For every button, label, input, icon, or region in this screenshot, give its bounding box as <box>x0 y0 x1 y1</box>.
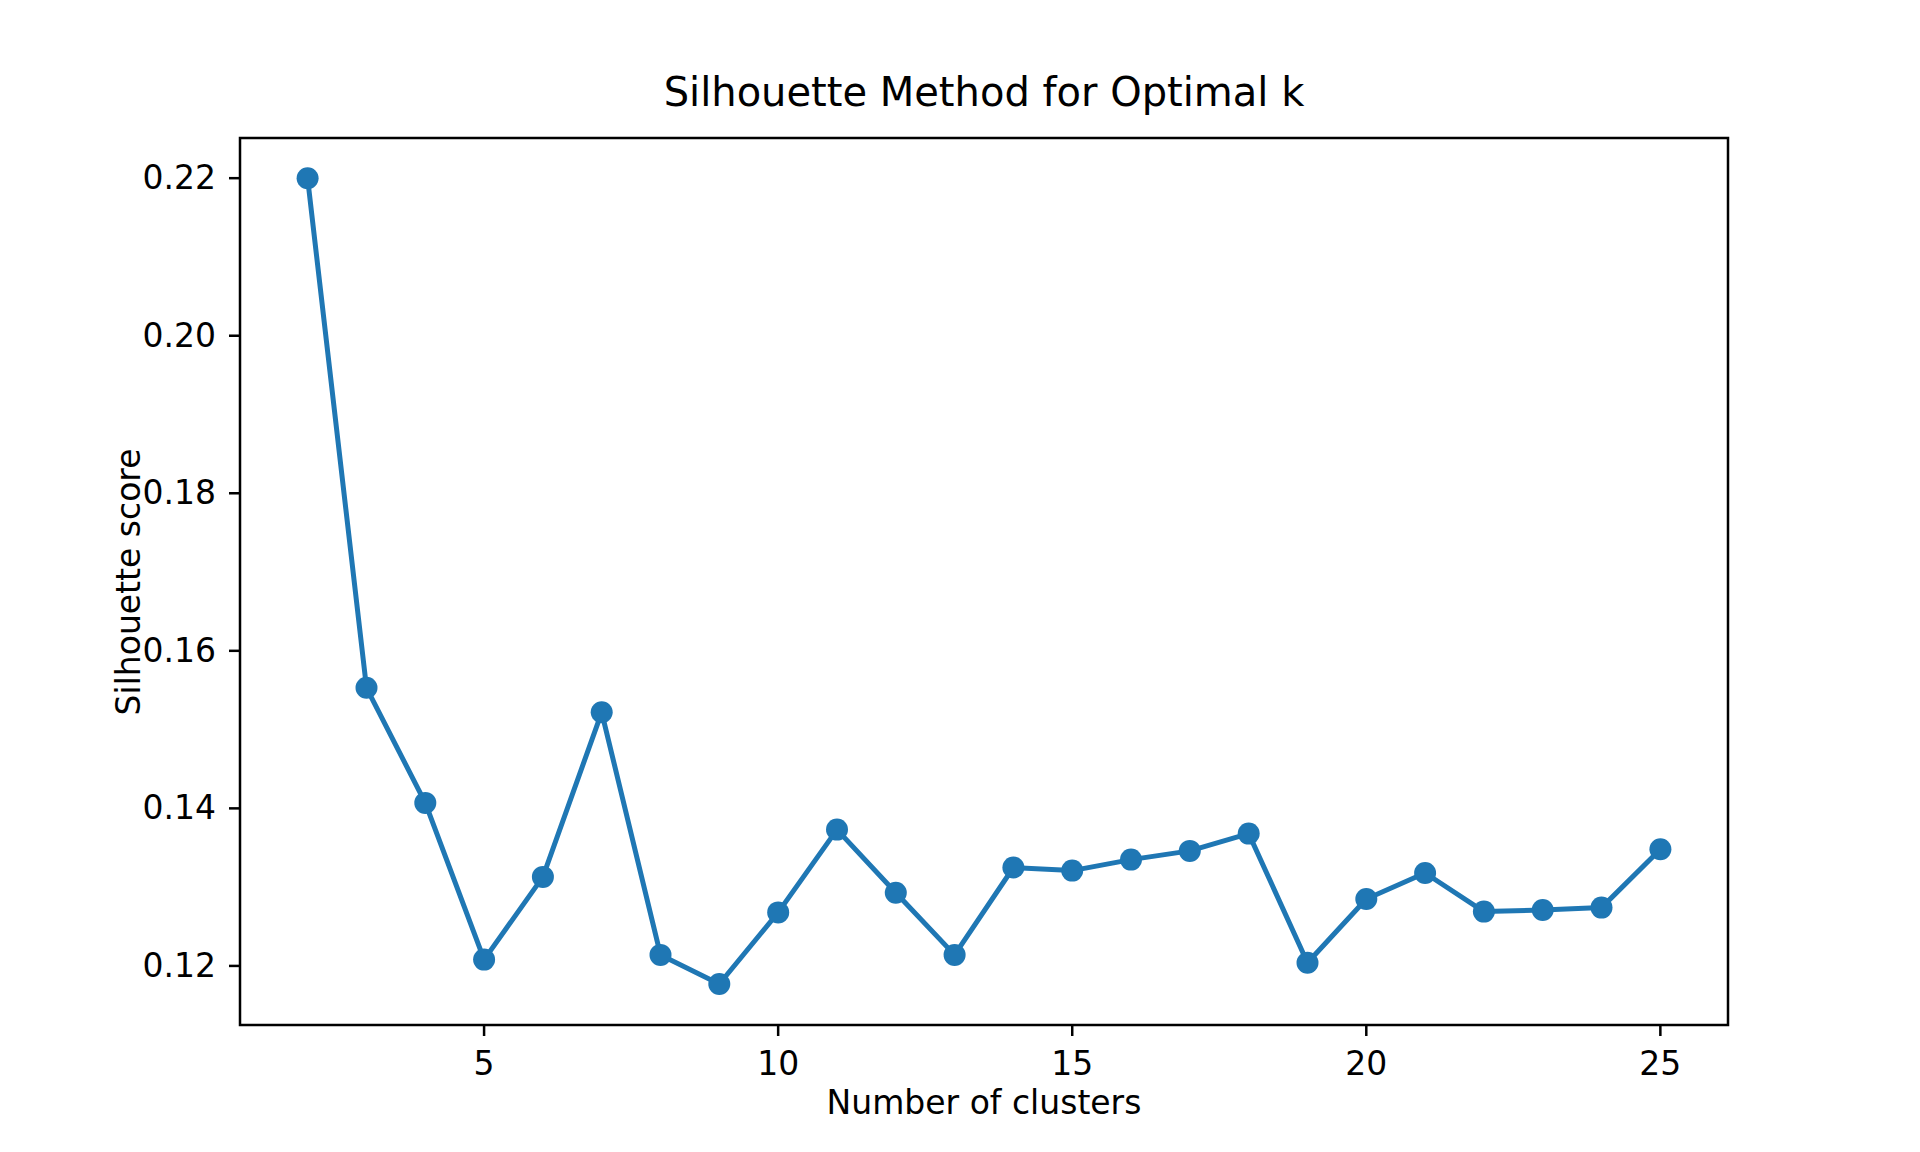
y-axis-label: Silhouette score <box>109 449 148 716</box>
data-point-marker <box>532 866 554 888</box>
axes-spines <box>240 138 1728 1025</box>
data-point-marker <box>1061 860 1083 882</box>
data-point-marker <box>1649 838 1671 860</box>
chart-title: Silhouette Method for Optimal k <box>664 69 1306 115</box>
data-point-marker <box>473 949 495 971</box>
y-tick-label: 0.22 <box>143 158 216 197</box>
data-point-marker <box>1179 840 1201 862</box>
data-point-marker <box>708 973 730 995</box>
data-point-marker <box>1002 857 1024 879</box>
silhouette-line-chart: 5 10 15 20 25 0.12 0.14 0.16 0.18 0.20 0.22 Silhou… <box>0 0 1920 1152</box>
data-point-marker <box>1414 862 1436 884</box>
x-axis-label: Number of clusters <box>827 1083 1142 1122</box>
x-tick-label: 25 <box>1639 1044 1681 1083</box>
data-point-marker <box>826 819 848 841</box>
series-line <box>308 178 1661 984</box>
data-point-marker <box>1297 952 1319 974</box>
data-point-marker <box>356 677 378 699</box>
data-series <box>297 167 1672 995</box>
data-point-marker <box>591 701 613 723</box>
data-point-marker <box>1591 897 1613 919</box>
data-point-marker <box>944 944 966 966</box>
x-tick-label: 15 <box>1051 1044 1093 1083</box>
y-tick-label: 0.14 <box>143 788 216 827</box>
y-tick-label: 0.12 <box>143 946 216 985</box>
axis-ticks: 5 10 15 20 25 0.12 0.14 0.16 0.18 0.20 0.22 <box>143 158 1682 1083</box>
data-point-marker <box>1238 823 1260 845</box>
y-tick-label: 0.18 <box>143 473 216 512</box>
data-point-marker <box>767 901 789 923</box>
x-tick-label: 5 <box>474 1044 495 1083</box>
x-tick-label: 10 <box>757 1044 799 1083</box>
data-point-marker <box>885 882 907 904</box>
x-tick-label: 20 <box>1345 1044 1387 1083</box>
data-point-marker <box>1532 899 1554 921</box>
data-point-marker <box>297 167 319 189</box>
y-tick-label: 0.16 <box>143 631 216 670</box>
y-tick-label: 0.20 <box>143 316 216 355</box>
plot-spines <box>240 138 1728 1025</box>
matplotlib-figure: 5 10 15 20 25 0.12 0.14 0.16 0.18 0.20 0.22 Silhou… <box>0 0 1920 1152</box>
data-point-marker <box>650 944 672 966</box>
data-point-marker <box>1120 849 1142 871</box>
data-point-marker <box>1473 901 1495 923</box>
data-point-marker <box>1355 888 1377 910</box>
data-point-marker <box>414 792 436 814</box>
